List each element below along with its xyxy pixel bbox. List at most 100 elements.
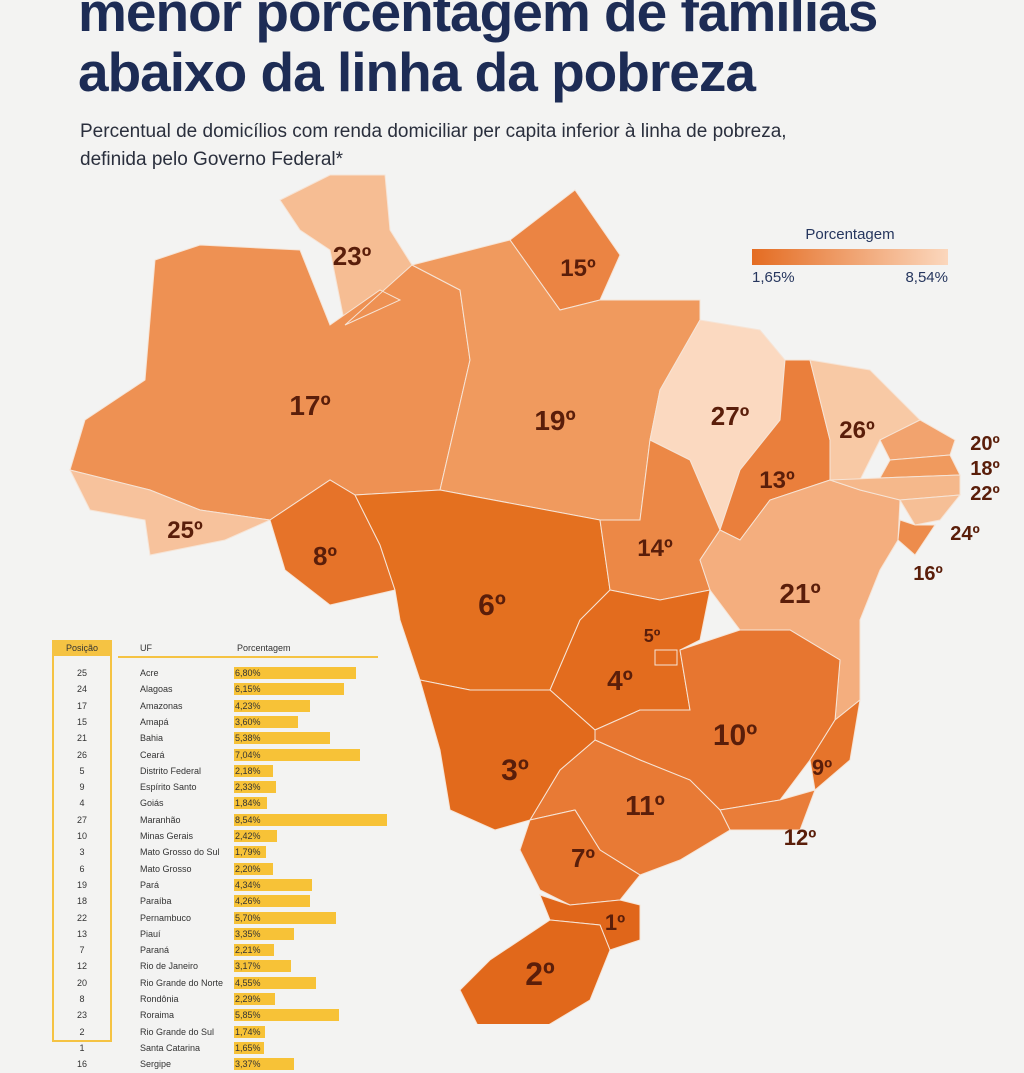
row-position: 12 — [76, 961, 87, 972]
table-row: 24 Alagoas 6,15% — [52, 682, 402, 698]
subtitle: Percentual de domicílios com renda domic… — [80, 121, 787, 170]
table-row: 5 Distrito Federal 2,18% — [52, 764, 402, 780]
table-row: 19 Pará 4,34% — [52, 878, 402, 894]
row-uf: Minas Gerais — [140, 831, 194, 841]
header-percent: Porcentagem — [237, 643, 291, 653]
table-row: 10 Minas Gerais 2,42% — [52, 829, 402, 845]
row-bar — [234, 813, 387, 826]
row-percent: 2,42% — [235, 831, 261, 841]
rank-label-df: 5º — [644, 626, 661, 646]
row-uf: Paraná — [140, 945, 170, 956]
row-percent: 1,79% — [235, 847, 261, 858]
table-row: 6 Mato Grosso 2,20% — [52, 862, 402, 878]
header-divider — [118, 656, 378, 658]
row-percent: 6,15% — [235, 684, 261, 695]
rank-label-pi: 13º — [759, 467, 795, 494]
row-uf: Rio Grande do Norte — [140, 977, 224, 988]
row-percent: 3,35% — [235, 928, 261, 939]
row-uf: Pernambuco — [140, 912, 192, 923]
legend-gradient-bar — [752, 249, 948, 265]
row-position: 18 — [76, 896, 87, 907]
row-bar — [234, 764, 273, 777]
row-percent: 4,26% — [235, 896, 261, 907]
table-row: 18 Paraíba 4,26% — [52, 894, 402, 910]
row-position: 5 — [79, 765, 85, 776]
table-row: 27 Maranhão 8,54% — [52, 813, 402, 829]
row-uf: Rio Grande do Sul — [140, 1026, 215, 1037]
rank-label-sc: 1º — [605, 910, 625, 935]
rank-label-ac: 25º — [167, 517, 203, 544]
legend-min: 1,65% — [752, 269, 795, 286]
rank-label-rj: 12º — [784, 825, 817, 850]
row-position: 15 — [76, 716, 87, 727]
rank-label-mt: 6º — [478, 589, 506, 622]
row-percent: 2,18% — [235, 765, 261, 776]
row-uf: Rio de Janeiro — [140, 961, 199, 972]
table-row: 1 Santa Catarina 1,65% — [52, 1041, 402, 1057]
row-uf: Sergipe — [140, 1059, 172, 1070]
row-uf: Espírito Santo — [140, 782, 197, 793]
row-bar — [234, 960, 291, 973]
row-percent: 2,20% — [235, 863, 261, 874]
brazil-map: 23º 15º 17º 19º 27º 13º 26º 25º 8º 6º 14º 21º 4º 5º 10… — [69, 174, 1000, 1024]
row-percent: 2,33% — [235, 782, 261, 793]
row-uf: Santa Catarina — [140, 1042, 201, 1053]
state-am — [69, 244, 471, 521]
row-bar — [234, 846, 266, 859]
row-position: 8 — [79, 994, 85, 1004]
table-row: 26 Ceará 7,04% — [52, 748, 402, 764]
rank-label-ap: 15º — [560, 255, 596, 282]
rank-label-sp: 11º — [625, 790, 665, 821]
row-uf: Acre — [140, 668, 159, 678]
rank-label-to: 14º — [637, 535, 673, 562]
row-position: 26 — [76, 749, 87, 760]
row-bar — [234, 895, 310, 908]
row-percent: 3,60% — [235, 716, 261, 727]
color-legend: Porcentagem 1,65% 8,54% — [752, 226, 948, 286]
row-uf: Piauí — [140, 928, 161, 939]
row-position: 7 — [79, 945, 85, 956]
row-uf: Rondônia — [140, 994, 179, 1004]
row-uf: Amazonas — [140, 700, 183, 711]
rank-label-es: 9º — [812, 755, 832, 780]
table-row: 20 Rio Grande do Norte 4,55% — [52, 976, 402, 992]
rank-label-rn: 20º — [970, 433, 1000, 455]
row-position: 21 — [76, 733, 87, 744]
row-position: 17 — [76, 700, 87, 711]
row-position: 1 — [79, 1042, 85, 1053]
row-percent: 4,23% — [235, 700, 261, 711]
table-row: 22 Pernambuco 5,70% — [52, 911, 402, 927]
rank-label-rs: 2º — [525, 956, 555, 992]
table-row: 25 Acre 6,80% — [52, 666, 402, 682]
legend-max: 8,54% — [905, 269, 948, 286]
row-position: 2 — [79, 1026, 85, 1037]
rank-label-se: 16º — [913, 563, 943, 585]
row-percent: 1,65% — [235, 1042, 261, 1053]
rank-label-ce: 26º — [839, 417, 875, 444]
state-ce — [809, 359, 921, 481]
table-row: 17 Amazonas 4,23% — [52, 699, 402, 715]
table-row: 4 Goiás 1,84% — [52, 796, 402, 812]
row-uf: Amapá — [140, 716, 169, 727]
table-row: 2 Rio Grande do Sul 1,74% — [52, 1025, 402, 1041]
state-es — [809, 698, 861, 791]
state-se — [897, 519, 936, 556]
row-percent: 5,85% — [235, 1010, 261, 1021]
table-row: 16 Sergipe 3,37% — [52, 1057, 402, 1073]
row-percent: 8,54% — [235, 814, 261, 825]
page-title: menor porcentagem de famílias abaixo da … — [78, 0, 878, 102]
table-row: 12 Rio de Janeiro 3,17% — [52, 959, 402, 975]
row-position: 6 — [79, 863, 85, 874]
legend-title: Porcentagem — [805, 226, 895, 243]
rank-label-mg: 10º — [713, 719, 757, 752]
row-uf: Mato Grosso — [140, 863, 192, 874]
table-row: 8 Rondônia 2,29% — [52, 992, 402, 1008]
row-uf: Alagoas — [140, 684, 173, 695]
row-position: 9 — [79, 782, 85, 793]
row-uf: Roraima — [140, 1010, 175, 1021]
rank-label-go: 4º — [607, 665, 633, 696]
row-position: 20 — [76, 977, 87, 988]
row-position: 13 — [76, 928, 87, 939]
state-al — [899, 494, 962, 526]
row-bar — [234, 830, 277, 842]
